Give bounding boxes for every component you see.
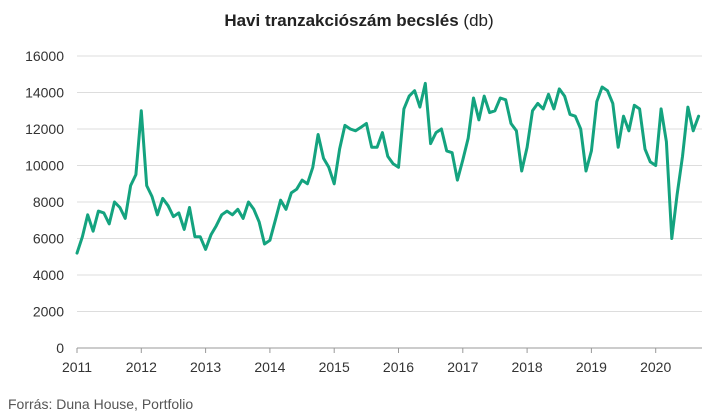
- x-tick-label: 2013: [190, 359, 221, 375]
- x-tick-label: 2012: [126, 359, 157, 375]
- y-tick-label: 2000: [33, 304, 64, 320]
- x-tick-label: 2020: [640, 359, 671, 375]
- series-line: [75, 81, 701, 255]
- y-tick-label: 16000: [25, 48, 64, 64]
- chart-title-unit: (db): [463, 11, 494, 30]
- x-tick-label: 2019: [576, 359, 607, 375]
- y-tick-label: 4000: [33, 267, 64, 283]
- y-tick-label: 8000: [33, 194, 64, 210]
- x-tick-label: 2017: [447, 359, 478, 375]
- source-note: Forrás: Duna House, Portfolio: [8, 396, 194, 412]
- x-tick-label: 2018: [512, 359, 543, 375]
- x-tick-label: 2016: [383, 359, 414, 375]
- x-tick-label: 2015: [319, 359, 350, 375]
- y-tick-label: 0: [56, 340, 64, 356]
- chart-title-main: Havi tranzakciószám becslés: [224, 11, 459, 30]
- x-tick-label: 2011: [62, 359, 92, 375]
- x-axis-ticks: 2011 2012 2013 2014 2015 2016 2017 2018 2019 2020: [62, 348, 671, 375]
- line-chart: 0 2000 4000 6000 8000 10000 12000 14000 16000 20…: [25, 48, 702, 375]
- x-tick-label: 2014: [254, 359, 285, 375]
- series-layer: [75, 81, 701, 255]
- y-axis-ticks: 0 2000 4000 6000 8000 10000 12000 14000 16000: [25, 48, 64, 356]
- y-tick-label: 6000: [33, 231, 64, 247]
- grid-lines: [77, 55, 702, 312]
- y-tick-label: 10000: [25, 158, 64, 174]
- y-tick-label: 12000: [25, 121, 64, 137]
- y-tick-label: 14000: [25, 85, 64, 101]
- chart-title: Havi tranzakciószám becslés (db): [0, 11, 718, 31]
